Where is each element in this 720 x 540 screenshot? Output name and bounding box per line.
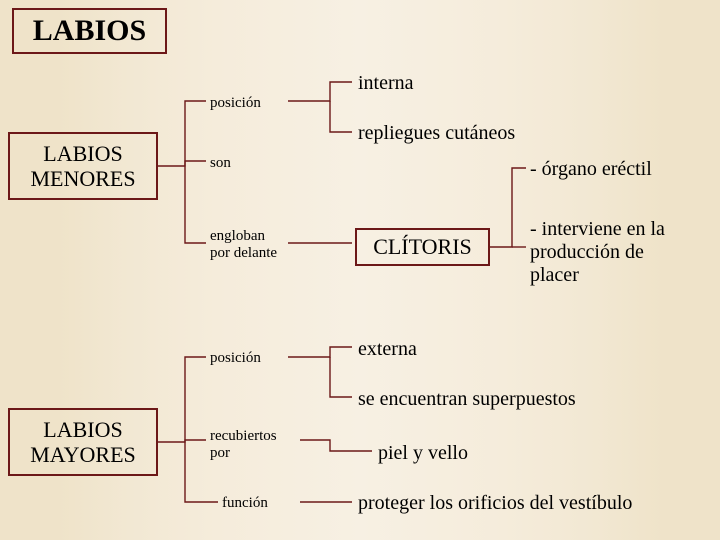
label-son: son: [210, 155, 231, 172]
label-recubiertos: recubiertos por: [210, 428, 277, 463]
clitoris-label: CLÍTORIS: [373, 234, 472, 259]
text-interviene: - interviene en la producción de placer: [530, 218, 665, 287]
text-repliegues: repliegues cutáneos: [358, 122, 515, 145]
labios-mayores-label: LABIOS MAYORES: [30, 417, 136, 468]
text-externa: externa: [358, 338, 417, 361]
label-engloban: engloban por delante: [210, 228, 277, 263]
labios-mayores-box: LABIOS MAYORES: [8, 408, 158, 476]
text-proteger: proteger los orificios del vestíbulo: [358, 492, 632, 515]
label-posicion-2: posición: [210, 350, 261, 367]
title-label: LABIOS: [33, 14, 146, 49]
title-box: LABIOS: [12, 8, 167, 54]
text-superpuestos: se encuentran superpuestos: [358, 388, 576, 411]
text-interna: interna: [358, 72, 414, 95]
labios-menores-box: LABIOS MENORES: [8, 132, 158, 200]
text-piel-vello: piel y vello: [378, 442, 468, 465]
label-posicion-1: posición: [210, 95, 261, 112]
clitoris-box: CLÍTORIS: [355, 228, 490, 266]
labios-menores-label: LABIOS MENORES: [30, 141, 135, 192]
text-organo-erectil: - órgano eréctil: [530, 158, 652, 181]
label-funcion: función: [222, 495, 268, 512]
